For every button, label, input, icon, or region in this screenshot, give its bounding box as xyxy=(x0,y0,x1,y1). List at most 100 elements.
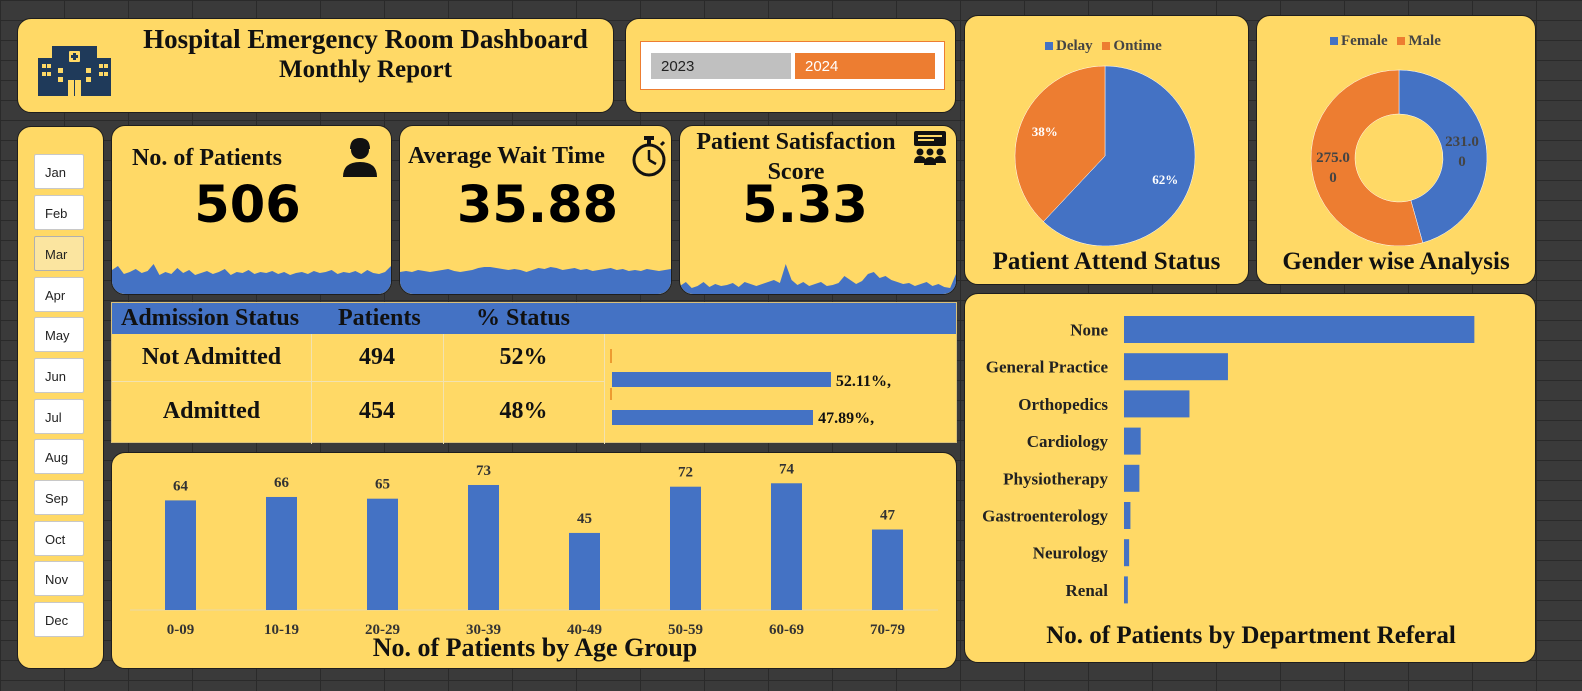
row-patients: 454 xyxy=(359,398,395,424)
pie-slice-ontime xyxy=(1014,65,1106,222)
kpi-patients-card: No. of Patients 506 xyxy=(111,125,392,295)
dept-bar-gastroenterology xyxy=(1124,502,1131,529)
month-button-feb[interactable]: Feb xyxy=(34,195,84,230)
kpi-patients-value: 506 xyxy=(194,176,301,235)
month-button-oct[interactable]: Oct xyxy=(34,521,84,556)
donut-slice-male xyxy=(1310,69,1424,246)
admission-table: Admission Status Patients % Status Not A… xyxy=(111,302,957,444)
month-button-apr[interactable]: Apr xyxy=(34,277,84,312)
dept-category-label: Renal xyxy=(1066,581,1109,600)
pie-slice-delay xyxy=(1043,65,1196,246)
donut-data-label: 0 xyxy=(1329,170,1337,186)
dept-category-label: Cardiology xyxy=(1027,432,1109,451)
gender-chart-title: Gender wise Analysis xyxy=(1282,248,1510,275)
age-bar-60-69 xyxy=(771,483,802,610)
dept-category-label: Neurology xyxy=(1033,544,1109,563)
attend-status-pie: 62% 38% xyxy=(1014,65,1196,246)
dept-category-label: Gastroenterology xyxy=(982,507,1108,526)
kpi-satisfaction-label: Patient Satisfaction xyxy=(696,129,896,155)
dept-bar-general-practice xyxy=(1124,353,1228,381)
dept-category-label: Orthopedics xyxy=(1018,395,1108,414)
patients-sparkline xyxy=(112,264,391,294)
attend-chart-title: Patient Attend Status xyxy=(992,248,1221,275)
row-percent: 52% xyxy=(499,344,548,370)
year-slicer-card: 2023 2024 xyxy=(625,18,956,113)
age-tick-label: 60-69 xyxy=(769,622,804,638)
dept-chart-title: No. of Patients by Department Referal xyxy=(1046,622,1456,649)
age-tick-label: 70-79 xyxy=(870,622,905,638)
gender-analysis-card: Female Male 231.0 0 275.0 0 Gender wise Ana… xyxy=(1256,15,1536,285)
month-button-dec[interactable]: Dec xyxy=(34,602,84,637)
age-bar-value: 47 xyxy=(880,508,896,524)
admission-bar-admitted xyxy=(612,410,814,425)
pie-data-label: 62% xyxy=(1152,172,1178,187)
month-button-sep[interactable]: Sep xyxy=(34,480,84,515)
row-status: Not Admitted xyxy=(141,344,282,370)
pie-data-label: 38% xyxy=(1032,124,1058,139)
year-button-2023[interactable]: 2023 xyxy=(651,53,791,79)
age-tick-label: 50-59 xyxy=(668,622,703,638)
month-button-may[interactable]: May xyxy=(34,317,84,352)
header-patients: Patients xyxy=(338,305,421,331)
legend-delay: Delay xyxy=(1056,38,1093,54)
age-bar-30-39 xyxy=(468,484,499,610)
age-bar-70-79 xyxy=(872,529,903,610)
month-button-jan[interactable]: Jan xyxy=(34,154,84,189)
gender-legend: Female Male xyxy=(1330,33,1441,50)
header-admission-status: Admission Status xyxy=(121,305,300,331)
month-button-jun[interactable]: Jun xyxy=(34,358,84,393)
month-button-aug[interactable]: Aug xyxy=(34,439,84,474)
stopwatch-icon xyxy=(632,136,666,177)
age-group-chart: 64 0-09 66 10-19 65 20-29 73 30-39 45 40-49 72 50-5… xyxy=(130,461,938,638)
admission-table-header: Admission Status Patients % Status xyxy=(112,303,956,334)
wait-sparkline xyxy=(400,267,671,294)
kpi-wait-value: 35.88 xyxy=(456,176,619,235)
age-chart-title: No. of Patients by Age Group xyxy=(372,633,698,662)
dept-category-label: General Practice xyxy=(986,358,1109,377)
age-bar-value: 64 xyxy=(173,478,189,494)
age-bar-20-29 xyxy=(367,498,398,610)
legend-female: Female xyxy=(1341,33,1388,49)
row-status: Admitted xyxy=(162,398,261,424)
kpi-wait-label: Average Wait Time xyxy=(408,143,605,169)
dashboard-title: Hospital Emergency Room Dashboard xyxy=(143,24,588,54)
month-button-nov[interactable]: Nov xyxy=(34,561,84,596)
age-bar-value: 73 xyxy=(476,463,491,479)
age-tick-label: 30-39 xyxy=(466,622,501,638)
admission-bar-label: 52.11%, xyxy=(835,373,891,390)
month-slicer: Jan Feb Mar Apr May Jun Jul Aug Sep Oct … xyxy=(17,126,104,669)
age-bar-value: 65 xyxy=(375,477,390,493)
year-button-2024[interactable]: 2024 xyxy=(795,53,935,79)
age-bar-50-59 xyxy=(670,486,701,610)
age-tick-label: 40-49 xyxy=(567,622,602,638)
kpi-patients-label: No. of Patients xyxy=(132,145,282,171)
row-percent: 48% xyxy=(499,398,548,424)
kpi-satisfaction-label-2: Score xyxy=(767,159,825,185)
age-group-chart-card: 64 0-09 66 10-19 65 20-29 73 30-39 45 40-49 72 50-5… xyxy=(111,452,957,669)
donut-data-label: 275.0 xyxy=(1316,150,1350,166)
age-bar-value: 66 xyxy=(274,475,290,491)
attend-status-card: Delay Ontime 62% 38% Patient Attend Statu… xyxy=(964,15,1249,285)
gender-donut: 231.0 0 275.0 0 xyxy=(1310,69,1488,246)
legend-male: Male xyxy=(1408,33,1441,49)
month-button-jul[interactable]: Jul xyxy=(34,399,84,434)
age-bar-40-49 xyxy=(569,532,600,610)
dept-bar-physiotherapy xyxy=(1124,464,1140,492)
dept-bar-cardiology xyxy=(1124,427,1141,455)
donut-data-label: 231.0 xyxy=(1445,134,1479,150)
dept-category-label: None xyxy=(1070,321,1108,340)
dept-category-label: Physiotherapy xyxy=(1003,469,1108,488)
age-tick-label: 10-19 xyxy=(264,622,299,638)
hospital-icon xyxy=(38,46,111,96)
kpi-satisfaction-card: Patient Satisfaction Score 5.33 xyxy=(679,125,957,295)
age-bar-0-09 xyxy=(165,500,196,610)
dept-bar-renal xyxy=(1124,576,1128,604)
dept-bar-none xyxy=(1124,316,1475,343)
legend-ontime: Ontime xyxy=(1113,38,1162,54)
age-tick-label: 0-09 xyxy=(167,622,195,638)
month-button-mar[interactable]: Mar xyxy=(34,236,84,271)
patient-icon xyxy=(343,138,377,177)
donut-data-label: 0 xyxy=(1458,154,1466,170)
header-percent-status: % Status xyxy=(476,305,571,331)
row-patients: 494 xyxy=(359,344,395,370)
